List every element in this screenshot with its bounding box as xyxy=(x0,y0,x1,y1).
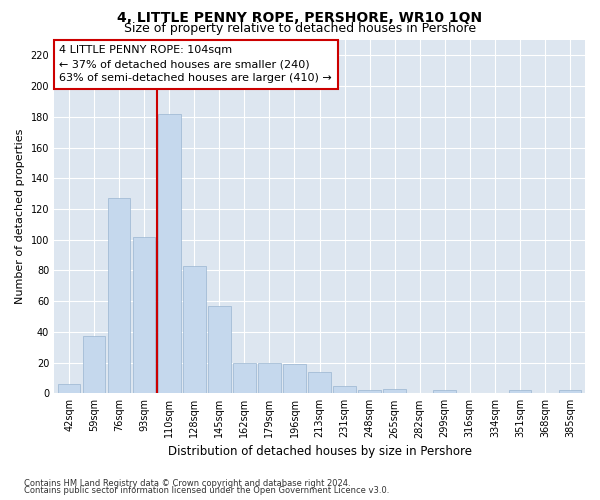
Bar xyxy=(333,386,356,394)
Bar xyxy=(233,362,256,394)
Text: Size of property relative to detached houses in Pershore: Size of property relative to detached ho… xyxy=(124,22,476,35)
Bar xyxy=(58,384,80,394)
Bar xyxy=(358,390,381,394)
Bar xyxy=(383,388,406,394)
Bar xyxy=(559,390,581,394)
Text: 4 LITTLE PENNY ROPE: 104sqm
← 37% of detached houses are smaller (240)
63% of se: 4 LITTLE PENNY ROPE: 104sqm ← 37% of det… xyxy=(59,46,332,84)
Text: Contains HM Land Registry data © Crown copyright and database right 2024.: Contains HM Land Registry data © Crown c… xyxy=(24,478,350,488)
Bar xyxy=(433,390,456,394)
Text: Contains public sector information licensed under the Open Government Licence v3: Contains public sector information licen… xyxy=(24,486,389,495)
Bar xyxy=(509,390,531,394)
X-axis label: Distribution of detached houses by size in Pershore: Distribution of detached houses by size … xyxy=(167,444,472,458)
Bar xyxy=(208,306,230,394)
Text: 4, LITTLE PENNY ROPE, PERSHORE, WR10 1QN: 4, LITTLE PENNY ROPE, PERSHORE, WR10 1QN xyxy=(118,11,482,25)
Bar xyxy=(133,236,155,394)
Bar xyxy=(158,114,181,394)
Bar xyxy=(183,266,206,394)
Bar xyxy=(258,362,281,394)
Bar xyxy=(83,336,106,394)
Bar xyxy=(308,372,331,394)
Bar xyxy=(108,198,130,394)
Bar xyxy=(283,364,306,394)
Y-axis label: Number of detached properties: Number of detached properties xyxy=(15,129,25,304)
